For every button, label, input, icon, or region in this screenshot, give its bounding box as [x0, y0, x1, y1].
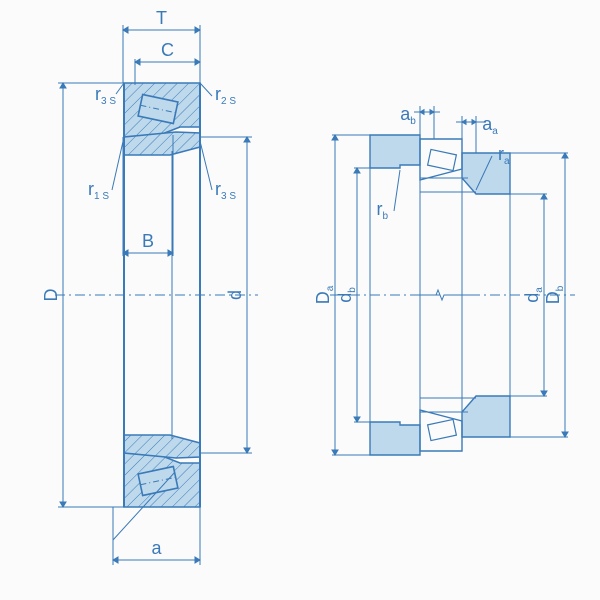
svg-text:B: B [142, 231, 154, 251]
svg-text:T: T [156, 8, 167, 28]
svg-text:D: D [41, 289, 61, 302]
svg-text:C: C [161, 40, 174, 60]
svg-text:a: a [151, 538, 162, 558]
svg-text:d: d [225, 290, 245, 300]
